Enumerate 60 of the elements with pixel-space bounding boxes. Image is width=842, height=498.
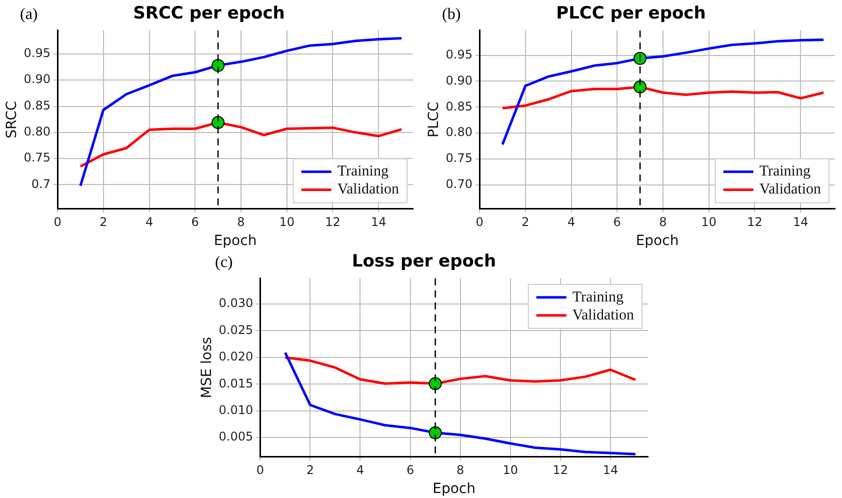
y-tick-label: 0.70 (446, 177, 473, 192)
y-tick-label: 0.80 (24, 124, 51, 139)
y-tick-label: 0.85 (446, 99, 473, 114)
legend-label: Training (572, 289, 624, 306)
x-tick-label: 6 (191, 215, 199, 230)
x-tick-label: 14 (792, 215, 808, 230)
x-tick-label: 2 (100, 215, 108, 230)
text: (c) (215, 254, 233, 272)
y-tick-label: 0.7 (31, 176, 51, 191)
x-tick-label: 12 (325, 215, 340, 230)
y-tick-label: 0.90 (446, 73, 473, 88)
x-tick-label: 2 (522, 215, 530, 230)
x-tick-label: 6 (613, 215, 621, 230)
y-tick-label: 0.030 (218, 296, 254, 310)
x-axis-title: Epoch (214, 233, 257, 250)
y-tick-label: 0.85 (24, 98, 51, 112)
chart-title: PLCC per epoch (556, 4, 706, 24)
x-axis-title: Epoch (432, 481, 476, 498)
chart-title: Loss per epoch (352, 252, 496, 272)
x-tick-label: 4 (145, 215, 154, 230)
x-tick-label: 12 (552, 463, 568, 478)
legend-label: Training (337, 164, 389, 180)
y-tick-label: 0.010 (218, 402, 254, 417)
x-tick-label: 12 (747, 215, 762, 230)
y-axis-title: SRCC (4, 100, 20, 138)
x-tick-label: 2 (306, 463, 314, 478)
legend-label: Training (759, 164, 811, 180)
y-tick-label: 0.95 (446, 47, 473, 62)
x-tick-label: 4 (567, 215, 576, 230)
y-tick-label: 0.015 (218, 376, 254, 390)
text: (a) (20, 6, 38, 24)
x-axis-title: Epoch (636, 233, 679, 250)
legend-label: Validation (572, 307, 634, 324)
x-tick-label: 8 (456, 463, 464, 478)
x-tick-label: 6 (406, 463, 414, 478)
x-tick-label: 10 (279, 215, 294, 230)
x-tick-label: 8 (659, 215, 667, 230)
legend-label: Validation (337, 182, 400, 198)
y-tick-label: 0.75 (446, 151, 473, 166)
x-tick-label: 10 (502, 463, 518, 478)
y-axis-title: PLCC (426, 101, 442, 138)
y-tick-label: 0.95 (24, 46, 51, 60)
x-tick-label: 0 (54, 215, 62, 230)
y-tick-label: 0.005 (218, 430, 254, 444)
y-tick-label: 0.80 (446, 125, 473, 140)
chart-title: SRCC per epoch (133, 4, 285, 24)
x-tick-label: 4 (356, 463, 364, 478)
y-tick-label: 0.025 (218, 322, 254, 337)
y-tick-label: 0.90 (24, 72, 51, 86)
x-tick-label: 8 (237, 215, 245, 230)
legend-label: Validation (759, 182, 822, 198)
x-tick-label: 0 (476, 215, 484, 230)
text: (b) (442, 6, 461, 24)
x-tick-label: 10 (701, 215, 716, 230)
y-tick-label: 0.75 (24, 150, 51, 165)
x-tick-label: 0 (256, 463, 264, 478)
y-tick-label: 0.020 (218, 350, 254, 364)
x-tick-label: 14 (602, 463, 618, 478)
x-tick-label: 14 (370, 215, 386, 230)
y-axis-title: MSE loss (199, 336, 216, 398)
